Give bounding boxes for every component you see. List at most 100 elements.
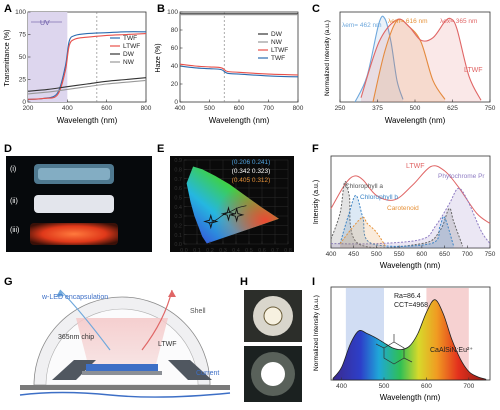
x-tick-label: 500 xyxy=(371,251,382,258)
series-fill xyxy=(361,18,481,103)
panel-b-haze: B 400 500 600 700 800 0 20 40 60 80 100 DWNWLTWFTW… xyxy=(155,3,304,125)
y-tick-label: 50 xyxy=(19,54,27,61)
series-line xyxy=(339,194,455,247)
y-tick-label: 75 xyxy=(19,32,27,39)
label-phytochrome: Phytochrome Pr xyxy=(438,173,485,180)
y-tick-label: 0.2 xyxy=(174,224,182,230)
annotation-phosphor: CaAlSiN:Eu²⁺ xyxy=(430,347,473,354)
panel-label-b: B xyxy=(157,3,165,15)
series-fill xyxy=(340,217,386,248)
left-support xyxy=(52,360,96,380)
axes-group: 400 500 600 700 xyxy=(336,377,475,390)
label-chip: 365nm chip xyxy=(58,334,94,341)
y-tick-label: 0.8 xyxy=(174,168,182,174)
y-tick-label: 0 xyxy=(22,99,26,106)
coord-label-3: (0.405 0.312) xyxy=(232,177,271,184)
axes-group: 400 500 600 700 800 0 20 40 60 80 100 xyxy=(167,9,304,112)
x-tick-label: 400 xyxy=(336,383,347,390)
series-group xyxy=(179,13,299,78)
axes-group: 0.0 0.1 0.2 0.3 0.4 0.5 0.6 0.7 0.8 0.0 0.1 0.2 0.3 0… xyxy=(174,158,291,254)
panel-label-d: D xyxy=(4,143,12,155)
y-tick-label: 0.6 xyxy=(174,186,182,192)
panel-f-absorption: F 400 450 500 550 600 650 700 750 LTWF Phytochr… xyxy=(312,143,496,270)
y-tick-label: 60 xyxy=(171,45,179,52)
chromaticity-marker xyxy=(203,213,219,230)
x-tick-label: 625 xyxy=(447,105,458,112)
series-line xyxy=(330,187,491,245)
series-line xyxy=(360,17,482,101)
y-tick-label: 0.0 xyxy=(174,242,182,248)
x-tick-label: 750 xyxy=(485,251,496,258)
x-axis-label: Wavelength (nm) xyxy=(385,116,446,125)
series-line xyxy=(27,77,147,92)
x-tick-label: 700 xyxy=(263,105,274,112)
panel-h-photos: H xyxy=(240,276,302,402)
panel-label-c: C xyxy=(312,3,320,15)
x-axis-label: Wavelength (nm) xyxy=(380,393,441,402)
chip-base xyxy=(82,371,162,375)
y-tick-label: 80 xyxy=(171,27,179,34)
series-fill xyxy=(373,19,445,102)
label-current: Current xyxy=(196,370,219,377)
sample-label-ii: (ii) xyxy=(10,198,18,205)
panel-label-f: F xyxy=(312,143,319,155)
sample-label-iii: (iii) xyxy=(10,227,19,234)
current-wire xyxy=(19,391,231,398)
legend-label: TWF xyxy=(271,55,285,62)
led-glow-core xyxy=(261,362,285,386)
y-tick-label: 100 xyxy=(167,9,178,16)
arrow-head-red xyxy=(168,290,176,297)
film-sample-ii xyxy=(34,195,114,213)
annotation-ex-365: λex= 365 nm xyxy=(440,18,477,25)
axes-group: 400 450 500 550 600 650 700 750 xyxy=(326,245,496,258)
chromaticity-marker xyxy=(229,207,245,223)
coord-label-2: (0.342 0.323) xyxy=(232,168,271,175)
label-ltwf: LTWF xyxy=(158,341,177,348)
annotation-ltwf: LTWF xyxy=(464,67,483,74)
light-cone xyxy=(76,318,168,372)
x-tick-label: 600 xyxy=(421,383,432,390)
x-axis-label: Wavelength (nm) xyxy=(57,116,118,125)
legend-label: LTWF xyxy=(123,43,140,50)
series-line xyxy=(179,65,299,78)
label-shell: Shell xyxy=(190,308,206,315)
series-line xyxy=(330,181,464,249)
legend-label: TWF xyxy=(123,35,137,42)
chromaticity-marker xyxy=(220,206,237,222)
y-tick-label: 25 xyxy=(19,77,27,84)
label-carotenoid: Carotenoid xyxy=(387,205,419,212)
y-axis-label: Haze (%) xyxy=(155,43,162,72)
x-tick-label: 600 xyxy=(416,251,427,258)
annotation-cct: CCT=4968 xyxy=(394,302,428,309)
panel-c-spectra: C 250 375 500 625 750 λem= 462 nm λem= 616 n… xyxy=(312,3,496,125)
plot-frame xyxy=(330,155,491,249)
y-axis-label: Normalized Intensity (a.u.) xyxy=(313,295,320,371)
led-chip xyxy=(263,306,283,326)
label-chlorophyll-b: Chlorophyll b xyxy=(360,194,398,201)
annotation-em-616: λem= 616 nm xyxy=(388,18,428,25)
legend-label: NW xyxy=(271,39,283,46)
panel-label-i: I xyxy=(312,276,315,288)
right-support xyxy=(168,360,212,380)
y-tick-label: 100 xyxy=(15,9,26,16)
panel-d-photos: D (i) (ii) (iii) xyxy=(4,143,152,252)
x-tick-label: 600 xyxy=(101,105,112,112)
series-line xyxy=(339,216,386,247)
series-line xyxy=(27,79,147,95)
series-fill xyxy=(340,195,454,248)
chromaticity-points xyxy=(203,206,245,230)
legend-label: NW xyxy=(123,59,135,66)
x-tick-label: 750 xyxy=(485,105,496,112)
x-tick-label: 700 xyxy=(463,383,474,390)
series-fill xyxy=(331,181,463,248)
x-tick-label: 800 xyxy=(293,105,304,112)
y-tick-label: 0.4 xyxy=(174,205,182,211)
uv-ray-left xyxy=(59,289,111,351)
coord-label-1: (0.206 0.241) xyxy=(232,159,271,166)
x-tick-label: 400 xyxy=(326,251,337,258)
y-tick-label: 0.9 xyxy=(174,158,182,164)
film-sample-iii xyxy=(30,223,118,245)
x-tick-label: 800 xyxy=(141,105,152,112)
axes-group: 250 375 500 625 750 xyxy=(335,99,496,112)
